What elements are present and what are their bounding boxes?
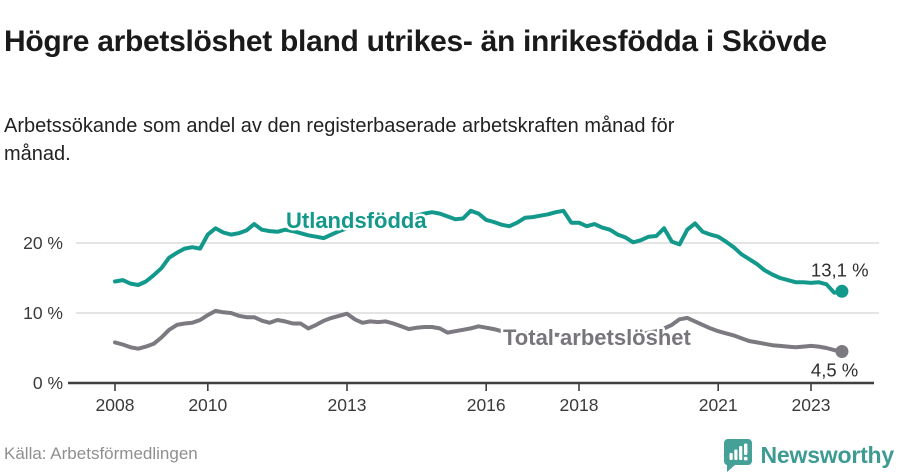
newsworthy-logo[interactable]: Newsworthy (723, 438, 894, 472)
series-line-total (113, 308, 844, 354)
page-title: Högre arbetslöshet bland utrikes- än inr… (4, 25, 827, 59)
newsworthy-bubble-barchart-icon (723, 439, 752, 472)
y-tick-label-10: 10 % (23, 303, 63, 323)
chart-subtitle: Arbetssökande som andel av den registerb… (4, 115, 675, 165)
end-dot-utlandsfodda (835, 284, 849, 298)
x-tick-label-2013: 2013 (328, 395, 367, 415)
x-tick-label-2008: 2008 (96, 395, 135, 415)
x-tick-label-2010: 2010 (188, 395, 227, 415)
x-tick-label-2018: 2018 (560, 395, 599, 415)
series-label-utlandsfodda: Utlandsfödda (286, 208, 427, 233)
series-line-utlandsfodda (113, 208, 844, 295)
newsworthy-wordmark: Newsworthy (760, 441, 895, 468)
y-tick-label-0: 0 % (33, 373, 63, 393)
series-label-total: Total arbetslöshet (503, 325, 692, 350)
x-tick-label-2016: 2016 (467, 395, 506, 415)
end-value-label-utlandsfodda: 13,1 % (811, 259, 869, 280)
source-note: Källa: Arbetsförmedlingen (4, 444, 198, 463)
y-tick-label-20: 20 % (23, 233, 63, 253)
end-dot-total (835, 345, 849, 358)
end-value-label-total: 4,5 % (811, 360, 858, 381)
x-tick-label-2023: 2023 (792, 395, 831, 415)
x-tick-label-2021: 2021 (699, 395, 738, 415)
